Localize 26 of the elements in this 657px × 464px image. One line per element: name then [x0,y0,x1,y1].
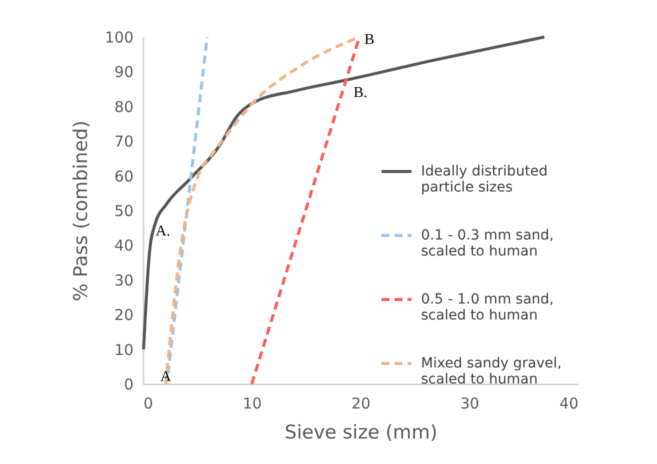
y-tick-label: 70 [114,132,134,151]
x-tick-label: 0 [144,394,154,412]
legend-label: 0.1 - 0.3 mm sand, scaled to human [421,228,554,260]
y-axis-title: % Pass (combined) [70,120,92,302]
y-tick-label: 10 [114,340,134,359]
annotation: A. [156,223,170,240]
legend-label: Mixed sandy gravel, scaled to human [421,356,562,388]
x-tick-label: 30 [460,394,480,412]
x-tick-label: 40 [559,394,578,412]
y-tick-label: 100 [104,28,134,46]
x-tick-label: 10 [242,394,262,412]
annotation: B [364,32,374,48]
y-tick-label: 20 [114,306,134,324]
y-tick-label: 80 [114,98,134,116]
legend-label: 0.5 - 1.0 mm sand, scaled to human [421,292,554,324]
annotation: A [160,369,172,385]
x-axis-title: Sieve size (mm) [284,422,438,444]
y-tick-label: 90 [114,63,134,82]
legend-label: Ideally distributed particle sizes [421,164,548,196]
y-tick-label: 50 [114,202,134,220]
y-tick-label: 30 [114,271,134,290]
y-tick-label: 0 [124,376,134,394]
x-tick-label: 20 [351,394,371,412]
y-tick-label: 40 [114,236,134,255]
y-tick-label: 60 [114,167,134,186]
annotation: B. [353,85,368,102]
